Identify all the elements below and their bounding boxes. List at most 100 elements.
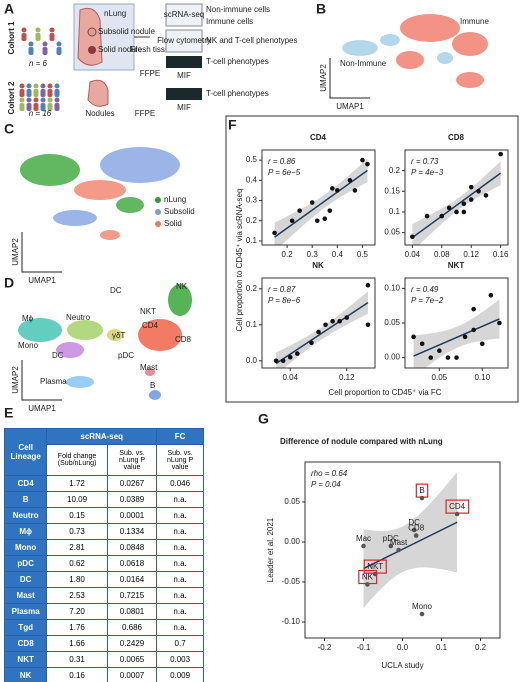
umap-cluster	[67, 320, 103, 340]
person-icon	[26, 89, 32, 97]
umap-cluster	[168, 284, 192, 316]
point	[411, 527, 417, 533]
table-row: DC 1.80 0.0164 n.a.	[3, 571, 204, 588]
table-cell: FC	[156, 428, 204, 445]
label: FFPE	[140, 69, 160, 78]
point-label: Mac	[356, 534, 371, 543]
umap-cluster	[138, 319, 182, 351]
label: Non-Immune	[340, 59, 387, 68]
table-cell: n.a.	[156, 491, 204, 508]
person-icon	[54, 89, 60, 97]
confidence-band	[363, 472, 458, 609]
point	[497, 320, 502, 326]
person-icon	[33, 97, 39, 103]
point	[461, 201, 467, 206]
point	[365, 322, 371, 328]
point-label: CD4	[449, 502, 466, 511]
person-icon	[33, 83, 39, 89]
point	[483, 193, 489, 198]
person-icon	[21, 33, 27, 41]
point	[428, 355, 434, 360]
umap-cluster	[145, 368, 155, 376]
table-cell: n.a.	[156, 587, 204, 604]
table-row: Mast 2.53 0.7215 n.a.	[3, 587, 204, 604]
x-tick-label: -0.2	[318, 643, 332, 652]
table-cell: pDC	[3, 555, 48, 572]
highlight-box	[445, 499, 470, 514]
chart-title: NKT	[448, 261, 465, 270]
cluster-label: Mast	[140, 363, 158, 372]
point-label: DC	[408, 518, 420, 527]
point	[479, 341, 485, 347]
person-icon	[54, 83, 60, 89]
umap-cluster	[18, 318, 62, 342]
x-tick-label: 0.05	[432, 373, 448, 382]
point	[498, 151, 503, 157]
person-icon	[42, 47, 48, 55]
annotation: P = 8e−6	[268, 296, 301, 305]
chart-title: CD4	[310, 133, 327, 142]
annotation: r = 0.87	[268, 285, 296, 294]
cluster-label: Neutro	[66, 313, 91, 322]
x-tick-label: 0.4	[332, 250, 344, 259]
table-cell: 0.009	[156, 667, 204, 682]
point	[314, 218, 320, 224]
table-cell: 0.73	[46, 523, 108, 540]
label: UMAP1	[28, 404, 56, 413]
point	[424, 213, 430, 219]
chart-title: Difference of nodule compared with nLung	[280, 437, 443, 446]
person-icon	[33, 89, 39, 97]
table-cell: 0.046	[156, 475, 204, 492]
person-icon	[26, 83, 32, 89]
y-tick-label: 0.2	[246, 216, 258, 225]
method-box	[165, 29, 203, 53]
panel-frame	[225, 115, 519, 403]
person-icon	[35, 27, 41, 33]
umap-cluster	[107, 329, 123, 341]
point	[337, 318, 342, 324]
panel-letter: C	[4, 121, 14, 137]
table-cell: 10.09	[46, 491, 108, 508]
cluster-label: NK	[176, 282, 188, 291]
label: FFPE	[135, 109, 155, 118]
table-cell: Tgd	[3, 619, 48, 636]
table-cell: 1.80	[46, 571, 108, 588]
person-icon	[28, 47, 34, 55]
umap-cluster	[74, 180, 126, 200]
table-cell: scRNA-seq	[46, 428, 158, 445]
table-row: Cell Lineage scRNA-seq FC	[3, 428, 204, 476]
person-icon	[54, 97, 60, 103]
y-tick-label: 0.2	[389, 166, 401, 175]
point	[410, 234, 415, 240]
table-row: NK 0.16 0.0007 0.009	[3, 667, 204, 682]
point	[419, 341, 425, 347]
label: Non-immune cells	[206, 5, 270, 14]
table-cell: 0.003	[156, 651, 204, 668]
point-label: CD8	[408, 524, 425, 533]
table-cell: 0.15	[46, 507, 108, 524]
y-tick-label: 0.00	[284, 537, 300, 546]
annotation: rho = 0.64	[311, 469, 348, 478]
x-tick-label: 0.16	[493, 250, 509, 259]
point	[322, 216, 328, 222]
person-icon	[26, 103, 32, 111]
cluster-label: Plasma	[40, 377, 67, 386]
label: n = 6	[29, 59, 48, 68]
umap-axis	[21, 232, 62, 273]
person-icon	[33, 103, 39, 111]
label: NK and T-cell phenotypes	[206, 36, 297, 45]
table-cell: CD8	[3, 635, 48, 652]
y-tick-label: 0.1	[389, 207, 401, 216]
point	[468, 197, 474, 202]
cluster-label: Mϕ	[22, 314, 34, 323]
table-row: Neutro 0.15 0.0001 n.a.	[3, 507, 204, 524]
person-icon	[40, 89, 46, 97]
label: Immune	[460, 17, 489, 26]
table-cell: NKT	[3, 651, 48, 668]
label: UMAP1	[336, 102, 364, 111]
label: UMAP1	[28, 276, 56, 285]
point-label: NKT	[367, 562, 383, 571]
x-tick-label: 0.2	[282, 250, 294, 259]
